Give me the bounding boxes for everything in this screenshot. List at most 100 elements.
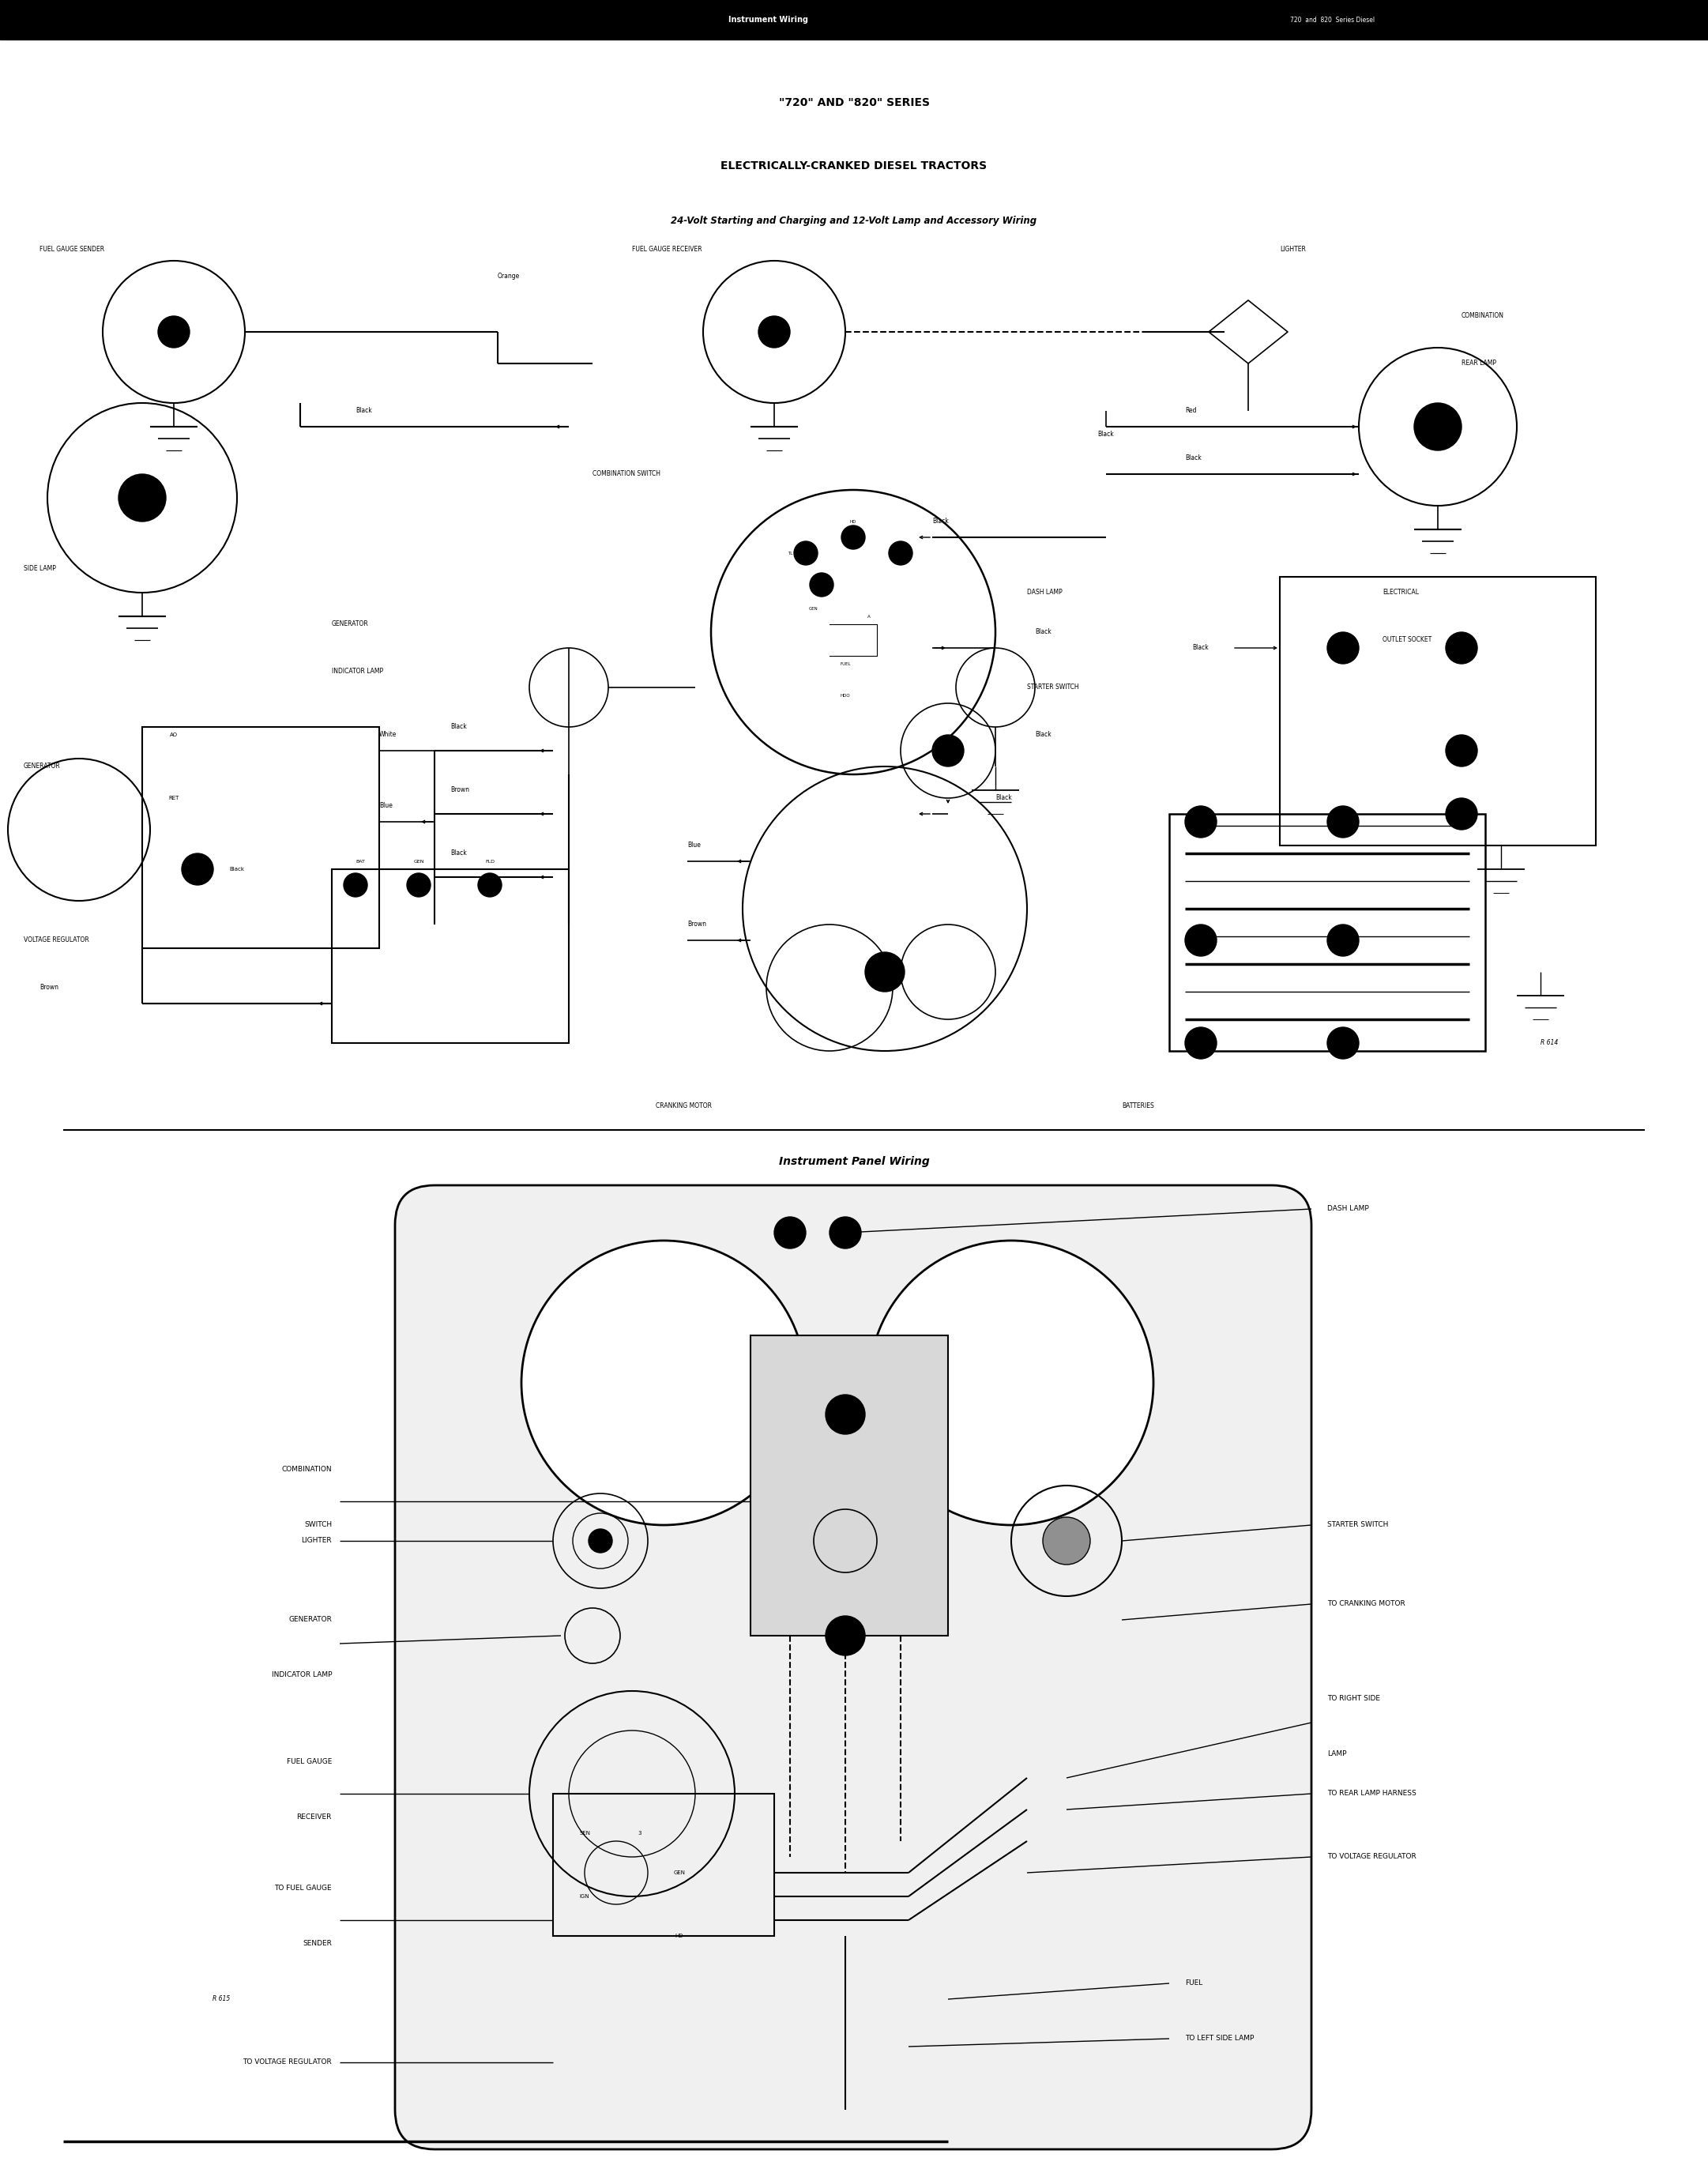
Circle shape xyxy=(1327,1028,1360,1058)
Text: 3: 3 xyxy=(639,1832,642,1836)
Text: Instrument Wiring: Instrument Wiring xyxy=(729,15,808,24)
Circle shape xyxy=(343,874,367,897)
Bar xyxy=(553,1793,774,1936)
Text: VOLTAGE REGULATOR: VOLTAGE REGULATOR xyxy=(24,937,89,943)
Text: LAMP: LAMP xyxy=(1327,1751,1346,1758)
Text: GENERATOR: GENERATOR xyxy=(289,1617,331,1623)
Text: TO LEFT SIDE LAMP: TO LEFT SIDE LAMP xyxy=(1185,2036,1254,2043)
Text: DASH LAMP: DASH LAMP xyxy=(1327,1206,1368,1213)
Text: ELECTRICAL: ELECTRICAL xyxy=(1382,589,1419,595)
Text: Black: Black xyxy=(933,517,948,526)
Text: 720  and  820  Series Diesel: 720 and 820 Series Diesel xyxy=(1290,15,1375,24)
Text: FUEL GAUGE: FUEL GAUGE xyxy=(287,1758,331,1767)
Text: Blue: Blue xyxy=(687,841,700,850)
Circle shape xyxy=(794,541,818,565)
Circle shape xyxy=(842,526,864,550)
Text: SIDE LAMP: SIDE LAMP xyxy=(24,565,56,571)
Bar xyxy=(750,1336,948,1636)
Text: COMBINATION: COMBINATION xyxy=(1462,313,1505,319)
Text: GEN: GEN xyxy=(673,1871,685,1875)
Circle shape xyxy=(159,315,190,348)
Text: Black: Black xyxy=(355,406,372,415)
Circle shape xyxy=(181,854,214,884)
Text: GEN: GEN xyxy=(413,858,424,863)
Text: Black: Black xyxy=(1098,430,1114,439)
Text: Black: Black xyxy=(451,850,466,856)
Text: TL: TL xyxy=(787,552,793,554)
Circle shape xyxy=(1445,797,1477,830)
Text: FLD: FLD xyxy=(485,858,495,863)
Bar xyxy=(0,0,1708,39)
Text: FUEL GAUGE RECEIVER: FUEL GAUGE RECEIVER xyxy=(632,246,702,252)
Circle shape xyxy=(888,541,912,565)
Text: TO FUEL GAUGE: TO FUEL GAUGE xyxy=(275,1884,331,1893)
Text: FUEL: FUEL xyxy=(840,663,851,665)
Circle shape xyxy=(1185,924,1216,956)
Circle shape xyxy=(1327,806,1360,837)
Text: BAT: BAT xyxy=(355,858,366,863)
Circle shape xyxy=(118,474,166,522)
Text: 24-Volt Starting and Charging and 12-Volt Lamp and Accessory Wiring: 24-Volt Starting and Charging and 12-Vol… xyxy=(671,215,1037,226)
FancyBboxPatch shape xyxy=(395,1184,1312,2149)
Text: GENERATOR: GENERATOR xyxy=(331,621,369,628)
Text: FUEL: FUEL xyxy=(1185,1980,1202,1986)
Circle shape xyxy=(478,874,502,897)
Text: LIGHTER: LIGHTER xyxy=(1279,246,1307,252)
Text: AO: AO xyxy=(169,732,178,737)
Circle shape xyxy=(1185,1028,1216,1058)
Bar xyxy=(142,728,379,947)
Text: Black: Black xyxy=(1035,732,1052,739)
Circle shape xyxy=(774,1217,806,1249)
Circle shape xyxy=(830,1217,861,1249)
Text: White: White xyxy=(379,732,396,739)
Text: SWITCH: SWITCH xyxy=(304,1521,331,1528)
Text: RET: RET xyxy=(169,795,179,800)
Text: HDO: HDO xyxy=(840,693,851,698)
Circle shape xyxy=(933,734,963,767)
Text: A: A xyxy=(868,615,871,619)
Text: COMBINATION: COMBINATION xyxy=(282,1467,331,1473)
Bar xyxy=(1279,576,1595,845)
Text: SENDER: SENDER xyxy=(302,1940,331,1947)
Circle shape xyxy=(1044,1517,1090,1565)
Text: TO VOLTAGE REGULATOR: TO VOLTAGE REGULATOR xyxy=(243,2058,331,2067)
Text: R 614: R 614 xyxy=(1541,1039,1558,1047)
Circle shape xyxy=(1414,402,1462,450)
Text: Red: Red xyxy=(1185,406,1197,415)
Circle shape xyxy=(407,874,430,897)
Text: DASH LAMP: DASH LAMP xyxy=(1027,589,1062,595)
Text: STARTER SWITCH: STARTER SWITCH xyxy=(1327,1521,1389,1528)
Bar xyxy=(331,869,569,1043)
Text: GEN: GEN xyxy=(810,606,818,611)
Text: Brown: Brown xyxy=(451,787,470,793)
Bar xyxy=(1170,815,1486,1052)
Circle shape xyxy=(825,1395,864,1434)
Text: FL: FL xyxy=(905,552,910,554)
Text: RECEIVER: RECEIVER xyxy=(297,1814,331,1821)
Circle shape xyxy=(589,1530,611,1554)
Text: TO RIGHT SIDE: TO RIGHT SIDE xyxy=(1327,1695,1380,1701)
Text: R 615: R 615 xyxy=(212,1995,231,2004)
Text: Black: Black xyxy=(1192,645,1209,652)
Circle shape xyxy=(1185,806,1216,837)
Text: TO VOLTAGE REGULATOR: TO VOLTAGE REGULATOR xyxy=(1327,1854,1416,1860)
Text: INDICATOR LAMP: INDICATOR LAMP xyxy=(331,667,383,676)
Text: "720" AND "820" SERIES: "720" AND "820" SERIES xyxy=(779,98,929,109)
Text: Orange: Orange xyxy=(497,274,519,280)
Text: INDICATOR LAMP: INDICATOR LAMP xyxy=(272,1671,331,1680)
Circle shape xyxy=(869,1241,1153,1525)
Text: Brown: Brown xyxy=(39,984,58,991)
Text: Brown: Brown xyxy=(687,921,707,928)
Circle shape xyxy=(1445,734,1477,767)
Text: HD: HD xyxy=(851,519,856,524)
Circle shape xyxy=(1327,924,1360,956)
Circle shape xyxy=(1327,632,1360,663)
Circle shape xyxy=(1445,632,1477,663)
Text: HD: HD xyxy=(675,1934,683,1938)
Text: CRANKING MOTOR: CRANKING MOTOR xyxy=(656,1102,712,1110)
Text: Black: Black xyxy=(229,867,244,871)
Text: LIGHTER: LIGHTER xyxy=(301,1536,331,1545)
Text: REAR LAMP: REAR LAMP xyxy=(1462,361,1496,367)
Text: BATTERIES: BATTERIES xyxy=(1122,1102,1155,1110)
Text: STARTER SWITCH: STARTER SWITCH xyxy=(1027,684,1079,691)
